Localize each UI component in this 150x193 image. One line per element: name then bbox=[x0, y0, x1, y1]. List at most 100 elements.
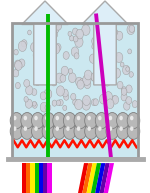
Circle shape bbox=[15, 61, 22, 70]
Circle shape bbox=[34, 43, 39, 50]
Circle shape bbox=[32, 102, 37, 108]
Circle shape bbox=[68, 69, 72, 74]
Circle shape bbox=[76, 77, 83, 86]
Circle shape bbox=[121, 88, 127, 95]
Circle shape bbox=[66, 126, 70, 131]
Circle shape bbox=[94, 36, 101, 45]
Circle shape bbox=[116, 31, 123, 40]
Circle shape bbox=[107, 35, 111, 39]
Polygon shape bbox=[87, 163, 97, 193]
Circle shape bbox=[77, 116, 80, 120]
Circle shape bbox=[56, 73, 63, 83]
Circle shape bbox=[10, 123, 23, 139]
Circle shape bbox=[108, 46, 113, 51]
Circle shape bbox=[37, 64, 42, 71]
Circle shape bbox=[74, 113, 87, 129]
Circle shape bbox=[120, 62, 124, 67]
Circle shape bbox=[42, 113, 55, 129]
Circle shape bbox=[21, 40, 27, 47]
Circle shape bbox=[38, 27, 43, 34]
Circle shape bbox=[98, 51, 103, 56]
Circle shape bbox=[112, 96, 117, 103]
Circle shape bbox=[24, 126, 27, 131]
Circle shape bbox=[75, 99, 83, 110]
Circle shape bbox=[102, 49, 108, 56]
Circle shape bbox=[82, 25, 90, 35]
Circle shape bbox=[119, 126, 123, 131]
Circle shape bbox=[112, 57, 117, 63]
Polygon shape bbox=[22, 163, 26, 193]
Circle shape bbox=[52, 44, 60, 54]
Circle shape bbox=[109, 68, 116, 77]
Circle shape bbox=[40, 102, 48, 112]
Circle shape bbox=[97, 69, 105, 79]
Circle shape bbox=[106, 99, 114, 109]
Circle shape bbox=[70, 36, 74, 41]
Circle shape bbox=[109, 126, 112, 131]
Circle shape bbox=[55, 43, 61, 51]
Circle shape bbox=[84, 70, 92, 80]
Circle shape bbox=[99, 23, 105, 31]
Circle shape bbox=[40, 37, 46, 45]
Circle shape bbox=[109, 28, 113, 33]
Circle shape bbox=[91, 72, 98, 82]
Circle shape bbox=[91, 99, 97, 106]
Circle shape bbox=[71, 47, 79, 57]
Circle shape bbox=[51, 30, 58, 39]
Circle shape bbox=[73, 36, 78, 42]
Circle shape bbox=[127, 113, 140, 129]
Circle shape bbox=[63, 123, 76, 139]
Circle shape bbox=[40, 51, 45, 56]
Circle shape bbox=[45, 116, 48, 120]
Circle shape bbox=[117, 113, 129, 129]
Circle shape bbox=[92, 44, 96, 49]
Circle shape bbox=[14, 49, 18, 55]
Circle shape bbox=[126, 97, 132, 104]
Circle shape bbox=[64, 94, 69, 100]
Circle shape bbox=[21, 113, 33, 129]
Circle shape bbox=[82, 99, 90, 110]
Circle shape bbox=[109, 116, 112, 120]
Polygon shape bbox=[95, 163, 105, 193]
Circle shape bbox=[53, 113, 65, 129]
Circle shape bbox=[126, 67, 129, 71]
Circle shape bbox=[72, 28, 78, 35]
Circle shape bbox=[63, 113, 76, 129]
Circle shape bbox=[13, 116, 16, 120]
Circle shape bbox=[32, 113, 44, 129]
Circle shape bbox=[108, 61, 113, 69]
Circle shape bbox=[31, 42, 38, 52]
Circle shape bbox=[130, 126, 134, 131]
Circle shape bbox=[62, 89, 68, 97]
Circle shape bbox=[24, 96, 28, 102]
Circle shape bbox=[83, 95, 90, 106]
Circle shape bbox=[99, 35, 106, 45]
Polygon shape bbox=[82, 1, 128, 85]
Circle shape bbox=[61, 66, 68, 76]
Polygon shape bbox=[99, 163, 110, 193]
Circle shape bbox=[89, 54, 97, 63]
Circle shape bbox=[56, 116, 59, 120]
Circle shape bbox=[32, 123, 44, 139]
Circle shape bbox=[60, 75, 66, 82]
Circle shape bbox=[113, 68, 121, 78]
Circle shape bbox=[52, 100, 57, 106]
Circle shape bbox=[63, 105, 67, 111]
Circle shape bbox=[56, 126, 59, 131]
Circle shape bbox=[52, 80, 56, 86]
Circle shape bbox=[68, 31, 72, 36]
Circle shape bbox=[104, 78, 110, 86]
Circle shape bbox=[123, 65, 130, 75]
Circle shape bbox=[99, 35, 104, 41]
Circle shape bbox=[13, 69, 19, 77]
Circle shape bbox=[117, 123, 129, 139]
Circle shape bbox=[114, 30, 118, 35]
Circle shape bbox=[77, 80, 84, 89]
Circle shape bbox=[44, 66, 52, 76]
Circle shape bbox=[45, 64, 53, 74]
Circle shape bbox=[96, 25, 101, 31]
Circle shape bbox=[58, 99, 63, 106]
Circle shape bbox=[87, 126, 91, 131]
Circle shape bbox=[66, 116, 70, 120]
Circle shape bbox=[83, 75, 91, 85]
